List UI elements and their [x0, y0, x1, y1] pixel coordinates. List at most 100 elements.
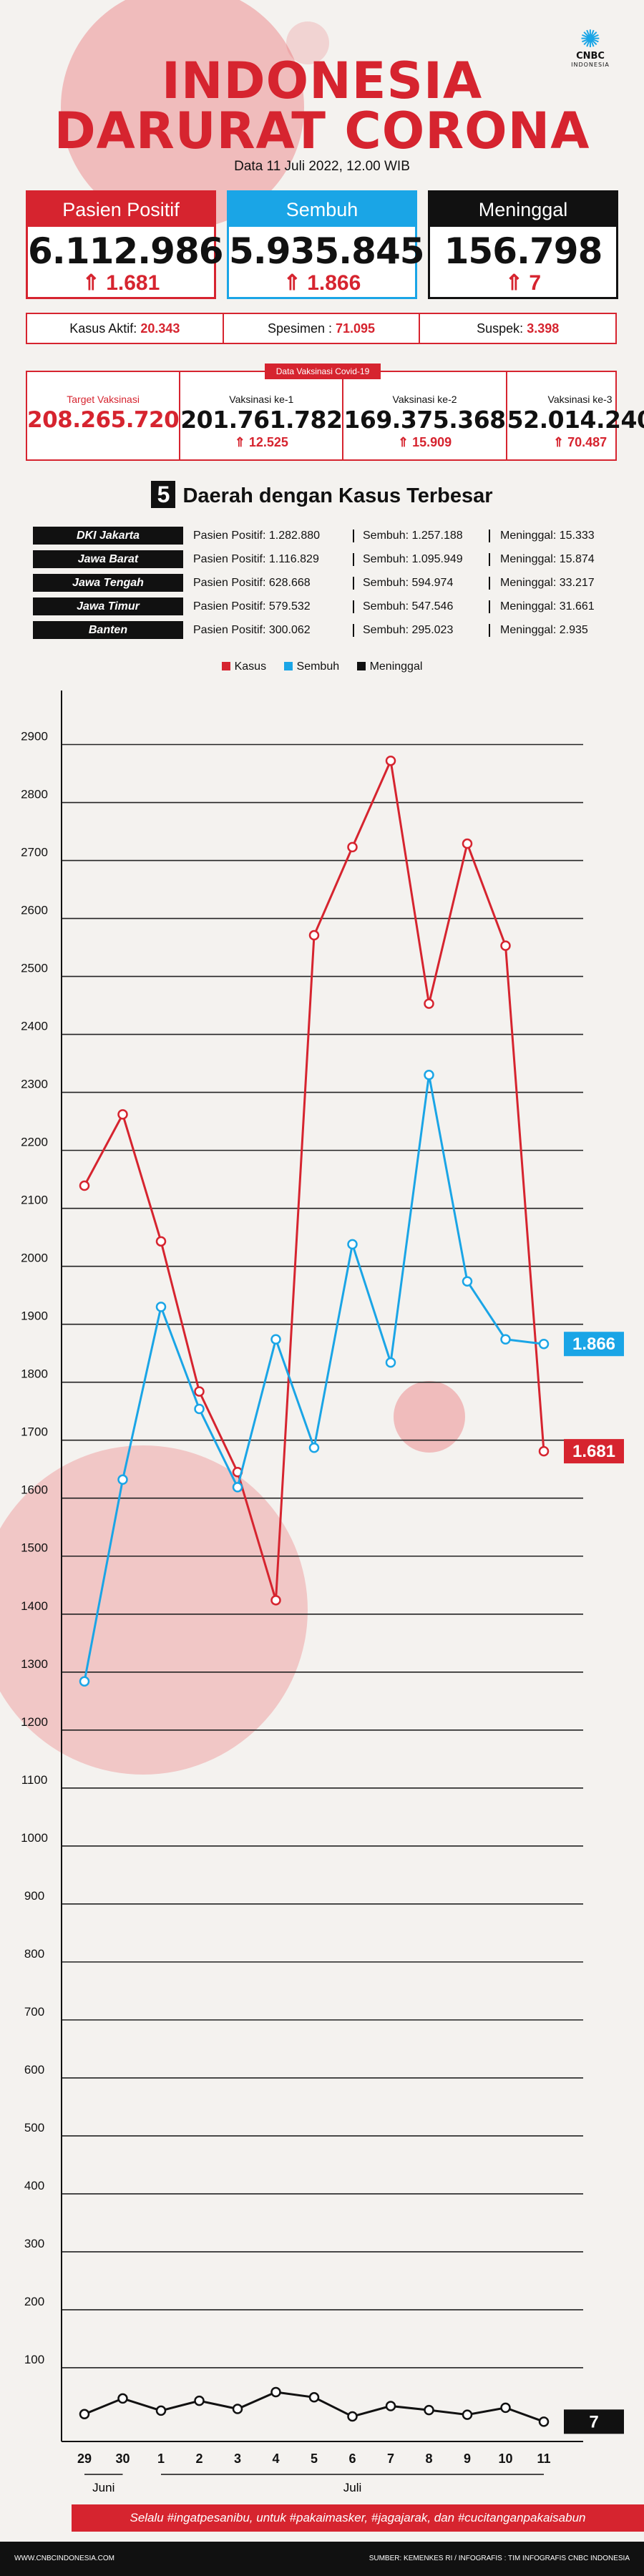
- footer-source: SUMBER: KEMENKES RI / INFOGRAFIS : TIM I…: [369, 2555, 630, 2562]
- data-point: [155, 1302, 167, 1312]
- data-point: [385, 1357, 396, 1368]
- data-point: [117, 1474, 128, 1485]
- x-tick-label: 3: [234, 2451, 241, 2466]
- region-title: 5 Daerah dengan Kasus Terbesar: [0, 481, 644, 508]
- data-point: [385, 2401, 396, 2411]
- y-tick-label: 2000: [21, 1252, 48, 1265]
- double-chevron-up-icon: ⇑: [82, 271, 100, 295]
- data-date: Data 11 Juli 2022, 12.00 WIB: [234, 159, 410, 174]
- end-label: 1.681: [572, 1442, 615, 1461]
- vaksinasi-2: Vaksinasi ke-2 169.375.368 ⇑ 15.909: [343, 372, 507, 459]
- stat-card-meninggal: Meninggal 156.798 ⇑ 7: [428, 190, 618, 299]
- y-tick-label: 200: [24, 2295, 44, 2308]
- data-point: [538, 2416, 550, 2427]
- chart-legend: Kasus Sembuh Meninggal: [0, 660, 644, 673]
- x-tick-label: 9: [464, 2451, 471, 2466]
- region-row: Banten Pasien Positif: 300.062 Sembuh: 2…: [33, 621, 620, 639]
- y-tick-label: 1500: [21, 1541, 48, 1555]
- line-chart: 100 200 300 400 500 600 700 800 900 1000 1100 1200 1…: [21, 691, 624, 2494]
- region-row: Jawa Barat Pasien Positif: 1.116.829 Sem…: [33, 550, 620, 568]
- data-point: [385, 755, 396, 766]
- stat-card-sembuh: Sembuh 5.935.845 ⇑ 1.866: [227, 190, 425, 299]
- data-point: [194, 1386, 205, 1397]
- peacock-icon: ✺: [580, 25, 601, 54]
- data-point: [270, 1334, 281, 1345]
- data-point: [270, 1595, 281, 1606]
- y-tick-label: 1300: [21, 1657, 48, 1671]
- footer-website: WWW.CNBCINDONESIA.COM: [14, 2555, 114, 2562]
- data-point: [194, 1403, 205, 1415]
- suspek: Suspek: 3.398: [477, 321, 560, 336]
- data-point: [538, 1445, 550, 1457]
- y-tick-label: 2600: [21, 904, 48, 917]
- x-tick-label: 6: [348, 2451, 356, 2466]
- kasus-aktif: Kasus Aktif: 20.343: [27, 314, 224, 343]
- y-tick-label: 900: [24, 1889, 44, 1903]
- data-point: [79, 1676, 90, 1687]
- legend-meninggal: Meninggal: [356, 660, 422, 673]
- data-point: [308, 930, 320, 941]
- page-title: INDONESIA DARURAT CORONA: [54, 52, 590, 160]
- data-point: [155, 2405, 167, 2416]
- x-tick-label: 29: [77, 2451, 92, 2466]
- end-label: 1.866: [572, 1335, 615, 1354]
- double-chevron-up-icon: ⇑: [552, 435, 565, 449]
- data-point: [308, 1442, 320, 1453]
- data-point: [462, 838, 473, 849]
- y-tick-label: 2300: [21, 1078, 48, 1091]
- data-point: [538, 1338, 550, 1350]
- data-point: [462, 1276, 473, 1287]
- region-row: DKI Jakarta Pasien Positif: 1.282.880 Se…: [33, 527, 620, 545]
- y-tick-label: 300: [24, 2237, 44, 2250]
- x-tick-label: 4: [272, 2451, 279, 2466]
- y-tick-label: 2800: [21, 788, 48, 801]
- y-tick-label: 1700: [21, 1425, 48, 1439]
- y-tick-label: 1900: [21, 1309, 48, 1323]
- data-point: [232, 1482, 243, 1493]
- region-row: Jawa Timur Pasien Positif: 579.532 Sembu…: [33, 597, 620, 615]
- data-point: [500, 940, 511, 951]
- data-point: [462, 2409, 473, 2420]
- vaksinasi-3: Vaksinasi ke-3 52.014.240 ⇑ 70.487: [507, 394, 644, 449]
- double-chevron-up-icon: ⇑: [234, 435, 245, 449]
- x-tick-label: 5: [311, 2451, 318, 2466]
- data-point: [424, 1070, 434, 1080]
- y-tick-label: 400: [24, 2179, 44, 2192]
- double-chevron-up-icon: ⇑: [397, 435, 409, 449]
- y-tick-label: 500: [24, 2121, 44, 2135]
- footer-banner: Selalu #ingatpesanibu, untuk #pakaimaske…: [72, 2504, 644, 2532]
- y-tick-label: 1100: [21, 1773, 48, 1787]
- data-point: [155, 1236, 167, 1247]
- y-tick-label: 2700: [21, 846, 48, 859]
- vaksinasi-tag: Data Vaksinasi Covid-19: [265, 364, 381, 379]
- end-label-box: [564, 1332, 624, 1357]
- data-point: [347, 1239, 358, 1250]
- data-point: [308, 2392, 320, 2403]
- y-tick-label: 100: [24, 2353, 44, 2366]
- series-line-sembuh: [83, 1075, 545, 1682]
- x-tick-label: 7: [387, 2451, 394, 2466]
- vaksinasi-1: Vaksinasi ke-1 201.761.782 ⇑ 12.525: [180, 372, 344, 459]
- data-point: [347, 2411, 358, 2422]
- data-point: [79, 2409, 90, 2420]
- data-point: [500, 1334, 511, 1345]
- y-tick-label: 700: [24, 2005, 44, 2019]
- data-point: [194, 2395, 205, 2406]
- data-point: [500, 2402, 511, 2414]
- data-point: [270, 2386, 281, 2398]
- legend-kasus: Kasus: [221, 660, 266, 673]
- target-vaksinasi: Target Vaksinasi 208.265.720: [27, 372, 181, 459]
- y-tick-label: 800: [24, 1947, 44, 1961]
- y-tick-label: 2500: [21, 962, 48, 975]
- y-tick-label: 2100: [21, 1194, 48, 1207]
- footer: WWW.CNBCINDONESIA.COM SUMBER: KEMENKES R…: [0, 2542, 644, 2576]
- end-label-box: [564, 1439, 624, 1464]
- region-table: DKI Jakarta Pasien Positif: 1.282.880 Se…: [33, 527, 620, 645]
- x-tick-label: 1: [157, 2451, 165, 2466]
- x-tick-label: 30: [115, 2451, 130, 2466]
- double-chevron-up-icon: ⇑: [283, 271, 301, 295]
- data-point: [424, 998, 434, 1009]
- data-point: [117, 2393, 128, 2404]
- x-tick-label: 10: [498, 2451, 512, 2466]
- vaksinasi-panel: Target Vaksinasi 208.265.720 Vaksinasi k…: [26, 371, 644, 461]
